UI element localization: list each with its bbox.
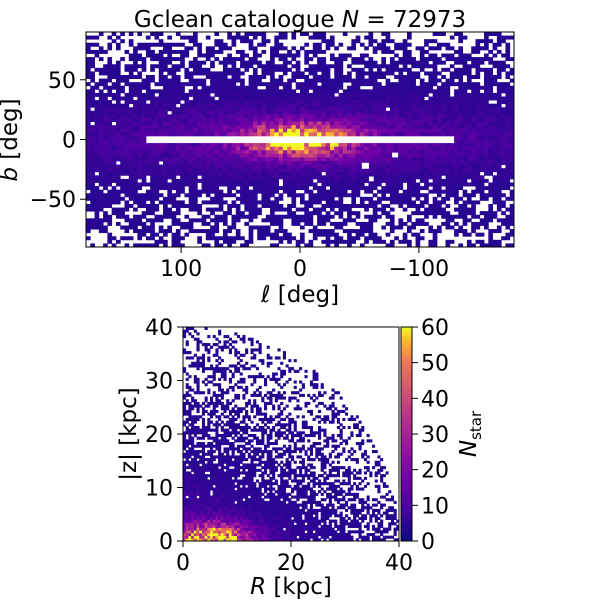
- sky-map-axes: 100 0 −100 50 0 −50: [30, 69, 450, 282]
- colorbar: 0 10 20 30 40 50 60 Nstar: [400, 316, 485, 555]
- rz-ytick-label: 10: [145, 477, 173, 502]
- colorbar-tick-label: 30: [421, 423, 449, 448]
- sky-map-xtick-label: −100: [389, 257, 449, 282]
- colorbar-tick-label: 20: [421, 459, 449, 484]
- sky-map-xtick-label: 100: [160, 257, 202, 282]
- colorbar-gradient: [400, 326, 413, 542]
- sky-map-ytick-label: −50: [30, 188, 76, 213]
- rz-ylabel: |z| [kpc]: [116, 387, 142, 480]
- rz-xtick-label: 0: [176, 551, 190, 576]
- sky-map-ytick-label: 50: [48, 69, 76, 94]
- colorbar-label: Nstar: [456, 410, 485, 457]
- colorbar-tick-label: 60: [421, 316, 449, 341]
- rz-ytick-label: 40: [145, 316, 173, 341]
- sky-map-heatmap: [86, 32, 514, 247]
- rz-xtick-label: 20: [277, 551, 305, 576]
- rz-panel: 0 20 40 0 10 20 30 40 R [kpc] |z| [kpc]: [116, 316, 413, 600]
- colorbar-tick-label: 10: [421, 494, 449, 519]
- sky-map-ytick-label: 0: [62, 129, 76, 154]
- sky-map-ylabel: b [deg]: [0, 98, 23, 181]
- rz-ytick-label: 30: [145, 370, 173, 395]
- rz-xtick-label: 40: [385, 551, 413, 576]
- rz-ytick-label: 20: [145, 423, 173, 448]
- figure-title: Gclean catalogue N = 72973: [134, 7, 466, 33]
- colorbar-ticks: 0 10 20 30 40 50 60: [412, 316, 449, 555]
- rz-xlabel: R [kpc]: [250, 574, 332, 600]
- rz-heatmap: [183, 327, 399, 541]
- rz-ytick-label: 0: [159, 530, 173, 555]
- colorbar-tick-label: 0: [421, 530, 435, 555]
- sky-map-xtick-label: 0: [293, 257, 307, 282]
- sky-map-xlabel: ℓ [deg]: [260, 282, 339, 308]
- colorbar-tick-label: 50: [421, 352, 449, 377]
- sky-map-panel: 100 0 −100 50 0 −50 ℓ [deg] b [deg]: [0, 31, 515, 308]
- rz-axes: 0 20 40 0 10 20 30 40: [145, 316, 413, 576]
- colorbar-tick-label: 40: [421, 387, 449, 412]
